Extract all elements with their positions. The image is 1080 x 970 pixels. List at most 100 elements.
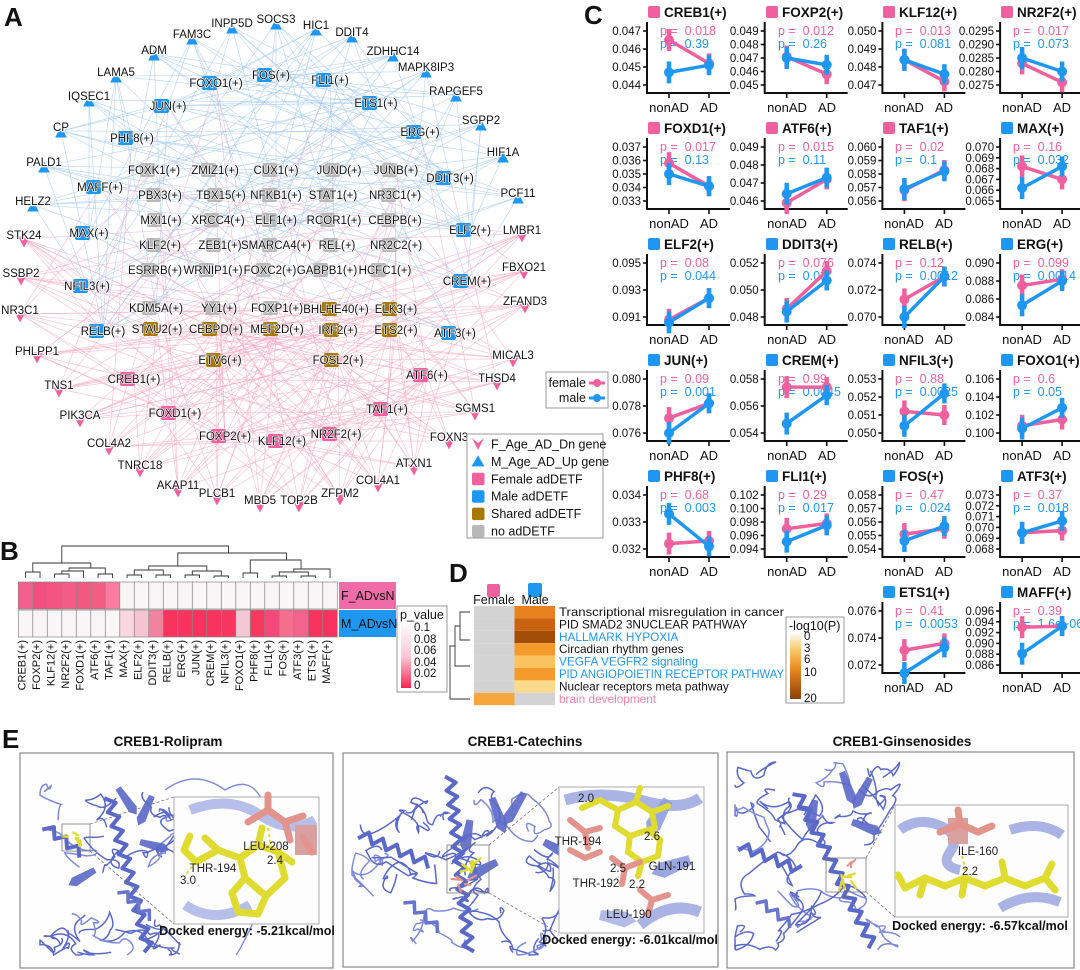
svg-text:p = 0.99: p = 0.99 [778,372,827,386]
svg-text:ESRRB(+): ESRRB(+) [128,265,182,277]
svg-text:DDIT3(+): DDIT3(+) [782,237,838,252]
svg-text:REL(+): REL(+) [319,240,356,252]
svg-text:SMARCA4(+): SMARCA4(+) [241,240,311,252]
svg-text:0.045: 0.045 [612,62,641,74]
svg-text:0: 0 [804,631,810,643]
svg-text:0.050: 0.050 [848,428,877,440]
svg-text:FBXO21: FBXO21 [502,262,546,274]
svg-text:TAF1(+): TAF1(+) [899,121,949,136]
svg-text:-log10(P): -log10(P) [789,619,840,633]
svg-text:AD: AD [1053,216,1071,231]
svg-text:p = 0.018: p = 0.018 [660,24,716,38]
svg-text:HALLMARK HYPOXIA: HALLMARK HYPOXIA [559,630,678,644]
svg-text:AD: AD [935,680,953,695]
svg-text:p = 0.12: p = 0.12 [895,256,944,270]
svg-text:p = 0.09: p = 0.09 [660,372,709,386]
svg-text:THR-192: THR-192 [573,878,620,890]
svg-text:C: C [584,0,603,30]
svg-text:FOS(+): FOS(+) [278,640,290,676]
svg-text:p = 0.03: p = 0.03 [778,269,827,283]
svg-text:p = 0.018: p = 0.018 [1013,501,1069,515]
svg-text:PLCB1: PLCB1 [199,488,235,500]
svg-text:p = 0.017: p = 0.017 [660,140,716,154]
svg-text:no adDETF: no adDETF [491,525,555,539]
svg-text:0.086: 0.086 [965,660,994,672]
svg-text:INPP5D: INPP5D [211,18,253,30]
svg-text:0.056: 0.056 [848,517,877,529]
svg-text:0.058: 0.058 [848,490,877,502]
svg-text:VEGFA VEGFR2 signaling: VEGFA VEGFR2 signaling [559,655,698,669]
svg-text:STK24: STK24 [6,230,42,242]
svg-text:10: 10 [804,667,817,679]
svg-text:p = 0.08: p = 0.08 [660,256,709,270]
svg-text:0.053: 0.053 [848,374,877,386]
svg-text:Docked energy: -5.21kcal/mol: Docked energy: -5.21kcal/mol [159,924,335,938]
svg-text:ATF6(+): ATF6(+) [89,640,101,680]
svg-text:0.057: 0.057 [848,504,877,516]
svg-text:0.047: 0.047 [730,53,759,65]
svg-text:TAF1(+): TAF1(+) [104,640,116,680]
svg-text:0.102: 0.102 [965,410,994,422]
svg-text:female: female [548,376,586,390]
svg-text:0.034: 0.034 [612,183,641,195]
svg-text:M_Age_AD_Up gene: M_Age_AD_Up gene [491,455,609,469]
svg-text:ZFAND3: ZFAND3 [503,296,547,308]
svg-text:0.071: 0.071 [965,512,994,524]
svg-text:p = 0.013: p = 0.013 [895,24,951,38]
svg-text:0.084: 0.084 [965,312,994,324]
svg-text:Female: Female [473,593,515,607]
svg-text:FOXO1(+): FOXO1(+) [234,640,246,691]
svg-text:LEU-190: LEU-190 [606,909,651,921]
svg-text:KLF12(+): KLF12(+) [899,5,957,20]
svg-text:0.096: 0.096 [730,531,759,543]
svg-text:KLF12(+): KLF12(+) [46,640,58,686]
svg-text:0.068: 0.068 [965,544,994,556]
svg-text:F_ADvsN: F_ADvsN [341,589,394,603]
svg-text:p = 0.37: p = 0.37 [1013,488,1062,502]
svg-text:SOCS3: SOCS3 [257,14,296,26]
svg-text:p = 0.012: p = 0.012 [778,24,834,38]
svg-text:0.052: 0.052 [730,258,759,270]
svg-text:p = 0.47: p = 0.47 [895,488,944,502]
svg-text:NR2F2(+): NR2F2(+) [311,429,362,441]
svg-text:nonAD: nonAD [767,564,807,579]
svg-text:PBX3(+): PBX3(+) [138,190,182,202]
svg-text:ZEB1(+): ZEB1(+) [198,240,241,252]
svg-text:0.091: 0.091 [612,312,641,324]
svg-text:0.049: 0.049 [730,142,759,154]
svg-text:0.067: 0.067 [965,174,994,186]
svg-text:MICAL3: MICAL3 [492,350,534,362]
svg-text:0.065: 0.065 [965,196,994,208]
svg-text:FLI1(+): FLI1(+) [311,75,349,87]
svg-text:E: E [2,724,19,754]
svg-text:DDIT3(+): DDIT3(+) [426,173,474,185]
svg-text:ZDHHC14: ZDHHC14 [366,46,420,58]
svg-text:0.035: 0.035 [612,169,641,181]
svg-text:CREB1(+): CREB1(+) [17,640,29,690]
svg-text:0.033: 0.033 [612,517,641,529]
svg-text:FOXO1(+): FOXO1(+) [189,78,243,90]
svg-text:ERG(+): ERG(+) [400,127,439,139]
svg-text:0.034: 0.034 [612,490,641,502]
svg-text:FOXD1(+): FOXD1(+) [75,640,87,690]
svg-text:JUN(+): JUN(+) [664,353,708,368]
svg-text:0.0295: 0.0295 [959,26,994,38]
svg-text:3.0: 3.0 [180,875,196,887]
svg-text:0.098: 0.098 [730,517,759,529]
svg-text:MAX(+): MAX(+) [1017,121,1064,136]
svg-text:0.069: 0.069 [965,153,994,165]
svg-text:JUN(+): JUN(+) [191,640,203,675]
svg-text:2.0: 2.0 [578,793,594,805]
svg-text:0.106: 0.106 [965,374,994,386]
svg-text:THSD4: THSD4 [478,373,516,385]
svg-text:LAMA5: LAMA5 [97,67,135,79]
svg-text:6: 6 [804,654,810,666]
svg-text:0.050: 0.050 [848,26,877,38]
svg-text:FOXP1(+): FOXP1(+) [251,303,303,315]
svg-text:0.073: 0.073 [965,490,994,502]
svg-text:ETV6(+): ETV6(+) [198,355,241,367]
svg-text:0.037: 0.037 [612,142,641,154]
svg-text:NR2C2(+): NR2C2(+) [370,240,422,252]
svg-text:ZFPM2: ZFPM2 [321,488,359,500]
svg-text:FOXO1(+): FOXO1(+) [1017,353,1080,368]
